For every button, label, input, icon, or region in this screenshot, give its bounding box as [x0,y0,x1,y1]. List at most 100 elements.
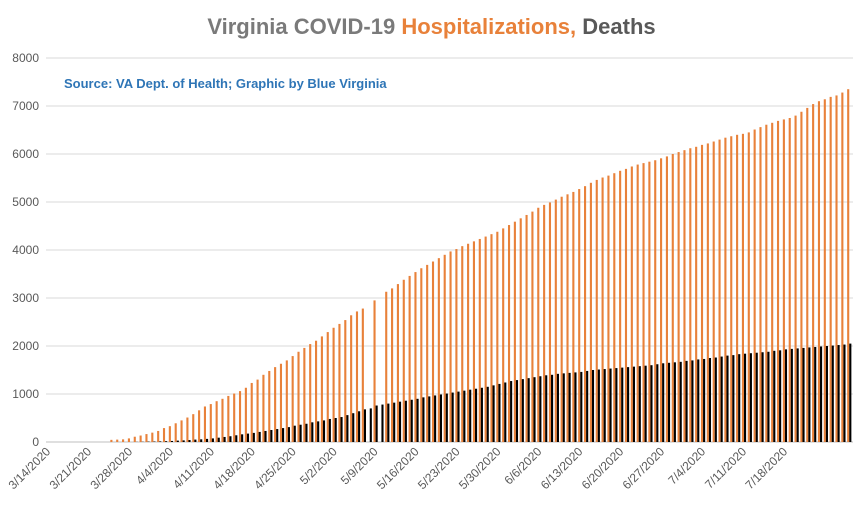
bar-deaths [159,441,162,442]
bar-deaths [510,381,513,442]
bar-hospitalizations [601,177,604,442]
bar-hospitalizations [578,189,581,442]
bar-hospitalizations [303,347,306,442]
bar-deaths [667,362,671,442]
bar-hospitalizations [584,186,587,442]
bar-hospitalizations [192,414,195,442]
bar-hospitalizations [315,340,318,442]
y-tick-label: 6000 [12,147,39,161]
bar-deaths [492,385,495,442]
bar-deaths [200,439,203,442]
bar-deaths [527,378,530,442]
bar-deaths [358,411,361,442]
bar-hospitalizations [718,139,721,442]
bar-hospitalizations [437,258,440,442]
bar-hospitalizations [455,249,458,442]
bar-deaths [603,369,606,442]
bar-deaths [825,346,828,442]
bar-deaths [211,438,214,442]
bar-hospitalizations [133,436,136,442]
bar-deaths [755,352,758,442]
bar-deaths [697,359,700,442]
bar-deaths [714,357,717,442]
bar-hospitalizations [847,89,850,442]
bar-deaths [182,440,185,442]
bar-deaths [194,439,197,442]
bar-hospitalizations [572,191,575,442]
bar-hospitalizations [420,268,423,442]
bar-deaths [434,395,437,442]
bar-hospitalizations [642,163,645,442]
bar-deaths [802,347,805,442]
bar-hospitalizations [198,410,201,442]
bar-deaths [276,429,279,442]
bar-hospitalizations [817,101,821,442]
title-part-deaths: Deaths [576,14,656,39]
bar-deaths [638,366,641,442]
bar-deaths [621,367,624,442]
bar-hospitalizations [496,231,499,442]
bar-hospitalizations [385,291,388,442]
bar-hospitalizations [782,119,785,442]
x-tick-label: 4/11/2020 [170,444,217,491]
bar-hospitalizations [174,423,177,442]
bar-hospitalizations [712,141,715,442]
bar-deaths [393,402,396,442]
bar-hospitalizations [297,351,300,442]
bar-hospitalizations [309,344,312,442]
bar-deaths [673,362,676,442]
y-tick-label: 4000 [12,243,39,257]
bar-deaths [708,358,712,442]
bar-deaths [352,413,355,442]
bar-deaths [761,352,764,442]
bar-deaths [416,398,419,442]
bar-deaths [521,379,524,442]
x-tick-label: 6/13/2020 [538,444,586,492]
bar-hospitalizations [326,332,329,442]
bar-deaths [252,432,255,442]
bar-hospitalizations [250,382,253,442]
bar-deaths [223,436,226,442]
bar-deaths [679,361,682,442]
bar-deaths [317,421,320,442]
bar-hospitalizations [461,246,464,442]
bar-hospitalizations [788,118,791,442]
bar-hospitalizations [794,115,797,442]
x-tick-label: 6/27/2020 [620,444,668,492]
bar-deaths [562,373,565,442]
bar-hospitalizations [484,236,487,442]
bar-deaths [165,441,168,442]
bar-deaths [662,363,665,442]
bar-hospitalizations [391,288,394,442]
bar-hospitalizations [402,279,405,442]
bar-hospitalizations [186,417,189,442]
bar-hospitalizations [268,370,271,442]
bar-hospitalizations [122,439,125,442]
bar-hospitalizations [238,391,242,442]
bar-hospitalizations [373,300,376,442]
bar-deaths [398,401,402,442]
bar-deaths [188,440,191,442]
bar-deaths [656,364,659,442]
bar-deaths [439,394,443,442]
bar-hospitalizations [700,144,704,442]
bar-hospitalizations [203,406,206,442]
bar-deaths [796,348,799,442]
bar-deaths [574,372,577,442]
x-tick-label: 4/25/2020 [251,444,299,492]
bar-deaths [410,399,413,442]
bar-deaths [299,424,302,442]
bar-hospitalizations [279,363,283,442]
bar-hospitalizations [127,438,130,442]
bar-deaths [849,343,852,442]
bar-deaths [843,344,846,442]
bar-deaths [504,382,507,442]
bar-deaths [428,396,431,442]
bar-hospitalizations [730,136,733,443]
bar-hospitalizations [291,356,294,442]
bar-hospitalizations [110,439,113,442]
bar-hospitalizations [595,179,598,443]
bar-deaths [346,415,349,442]
bar-deaths [375,405,378,442]
